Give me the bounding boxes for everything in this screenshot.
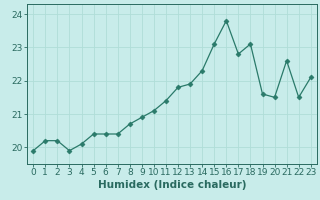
X-axis label: Humidex (Indice chaleur): Humidex (Indice chaleur) [98,180,246,190]
